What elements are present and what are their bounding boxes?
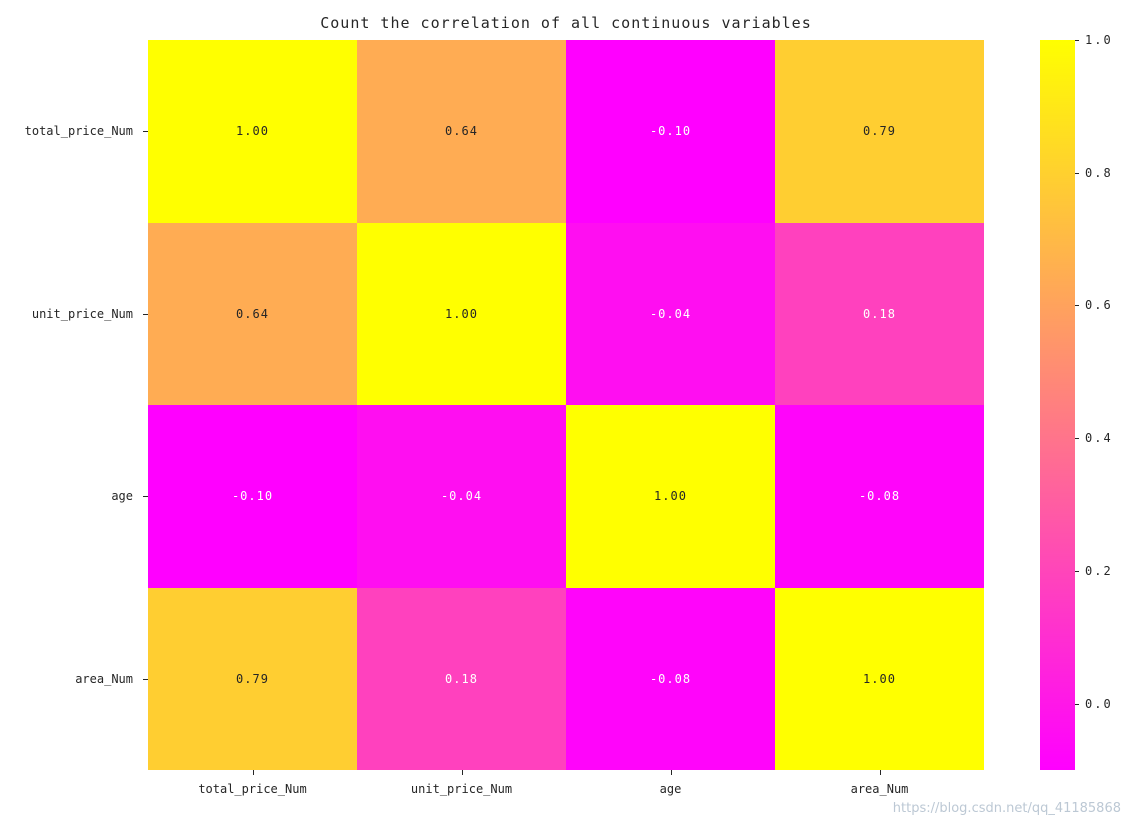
heatmap-cell: 1.00 [775,587,984,770]
colorbar-tick-label: 0.8 [1085,165,1113,180]
heatmap-cell: -0.10 [148,405,357,588]
heatmap-cell: 1.00 [357,222,566,405]
colorbar-tick-mark [1075,172,1079,174]
colorbar-tick-label: 0.6 [1085,298,1113,313]
y-axis-label: total_price_Num [24,124,133,139]
colorbar: 1.0 0.8 0.6 0.4 0.2 0.0 [1040,33,1111,770]
x-axis-labels: total_price_Num unit_price_Num age area_Num [148,770,984,810]
colorbar-tick-mark [1075,40,1079,41]
colorbar-tick-label: 0.4 [1085,431,1113,446]
colorbar-tick-mark [1075,703,1079,705]
heatmap-cell: 0.18 [357,587,566,770]
heatmap-cell: -0.08 [566,587,775,770]
colorbar-tick-label: 0.0 [1085,696,1113,711]
colorbar-tick-mark [1075,570,1079,572]
colorbar-tick-label: 0.2 [1085,563,1113,578]
heatmap-cell: -0.04 [357,405,566,588]
x-tick-mark [670,770,672,775]
y-tick-mark [143,313,148,315]
watermark: https://blog.csdn.net/qq_41185868 [892,801,1121,816]
colorbar-tick-mark [1075,438,1079,440]
heatmap-cell: 0.79 [148,587,357,770]
heatmap-cell: -0.10 [566,40,775,223]
heatmap-cell: 0.64 [357,40,566,223]
y-axis-label: area_Num [75,671,133,686]
x-tick-mark [461,770,463,775]
heatmap-cell: 0.79 [775,40,984,223]
y-tick-mark [143,131,148,133]
x-axis-label: area_Num [850,782,909,796]
x-tick-mark [252,770,254,775]
x-axis-label: total_price_Num [198,782,307,796]
heatmap-cell: 0.18 [775,222,984,405]
x-axis-label: unit_price_Num [410,782,513,796]
y-axis-label: unit_price_Num [31,306,133,321]
x-tick-mark [879,770,881,775]
x-axis-label: age [659,782,682,796]
heatmap-grid: 1.00 0.64 -0.10 0.79 0.64 1.00 -0.04 0.18 -0.10-… [148,40,984,770]
y-tick-mark [143,496,148,498]
heatmap-cell: 1.00 [566,405,775,588]
colorbar-gradient [1040,40,1075,770]
chart-title: Count the correlation of all continuous … [320,14,812,32]
heatmap-cell: 1.00 [148,40,357,223]
heatmap-cell: -0.08 [775,405,984,588]
heatmap-cell: 0.64 [148,222,357,405]
heatmap-cell: -0.04 [566,222,775,405]
colorbar-tick-label: 1.0 [1085,33,1113,47]
y-tick-mark [143,678,148,680]
y-axis-label: age [111,489,133,504]
colorbar-tick-mark [1075,305,1079,307]
